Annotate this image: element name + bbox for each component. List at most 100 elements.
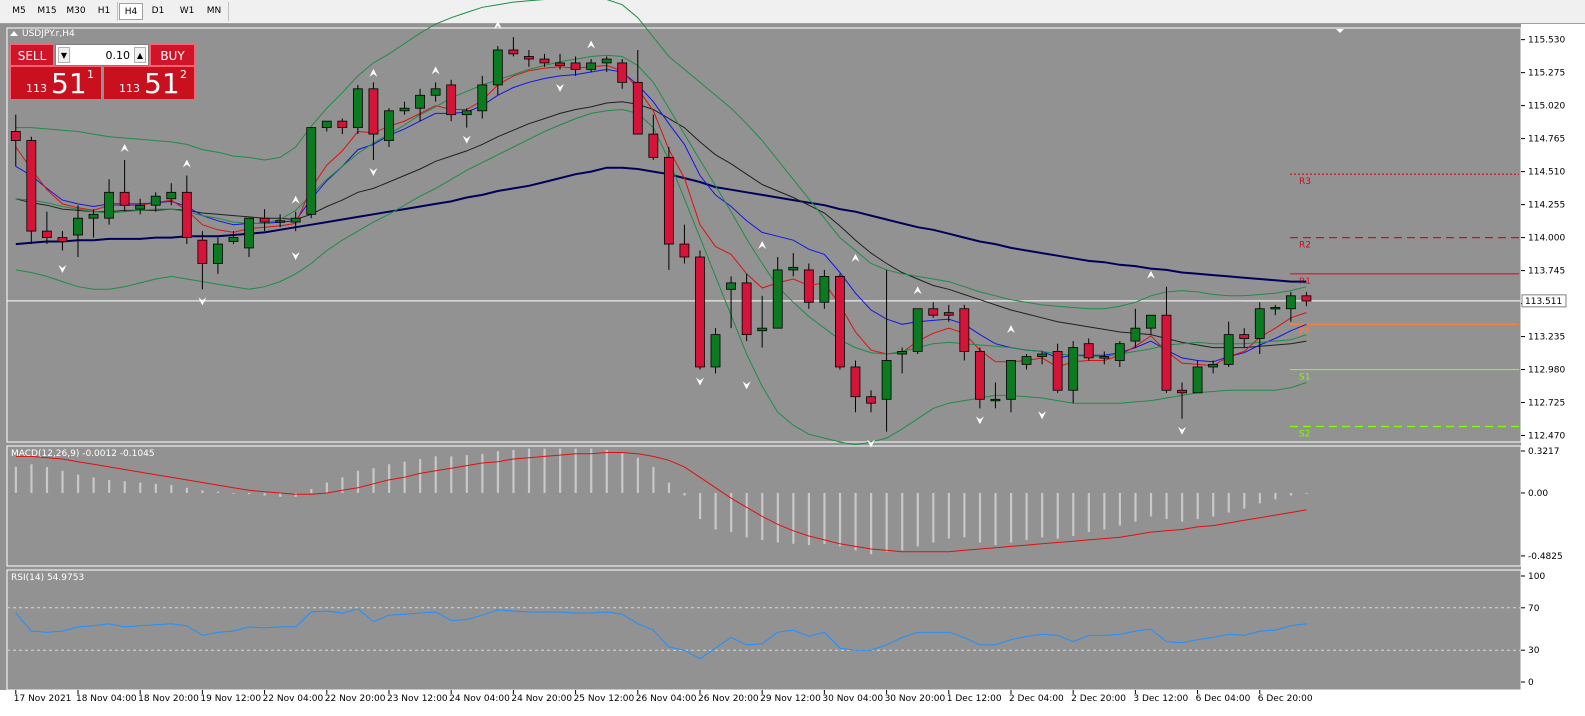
macd-axis-tick-label: 0.3217 bbox=[1528, 447, 1560, 457]
bearish-candle bbox=[555, 62, 565, 66]
price-axis-tick-label: 114.000 bbox=[1528, 234, 1565, 244]
bullish-candle bbox=[1021, 356, 1032, 365]
fractal-down-arrow-icon bbox=[462, 135, 471, 144]
time-axis-tick-label: 30 Nov 04:00 bbox=[822, 694, 883, 704]
macd-histogram-bar bbox=[807, 492, 811, 546]
time-axis-tick-label: 2 Dec 04:00 bbox=[1009, 694, 1064, 704]
pivot-level-r3-label: R3 bbox=[1299, 177, 1311, 187]
price-axis-tick-label: 113.745 bbox=[1528, 267, 1565, 277]
buy-quote-fraction: 2 bbox=[180, 68, 187, 81]
timeframe-button-d1[interactable]: D1 bbox=[151, 6, 165, 16]
macd-histogram-bar bbox=[185, 487, 189, 493]
timeframe-button-m15[interactable]: M15 bbox=[37, 6, 57, 16]
bullish-candle bbox=[492, 49, 503, 86]
fractal-down-arrow-icon bbox=[556, 83, 565, 92]
timeframe-button-h4[interactable]: H4 bbox=[119, 3, 143, 20]
fractal-down-arrow-icon bbox=[369, 167, 378, 176]
macd-axis-tick-label: -0.4825 bbox=[1528, 552, 1563, 562]
bullish-candle bbox=[1254, 308, 1265, 339]
bullish-candle bbox=[399, 107, 410, 112]
macd-histogram-bar bbox=[139, 482, 142, 493]
price-axis-tick-label: 114.510 bbox=[1528, 168, 1565, 178]
macd-histogram-bar bbox=[963, 492, 966, 538]
macd-histogram-bar bbox=[1025, 492, 1028, 540]
macd-histogram-bar bbox=[1243, 492, 1246, 509]
fractal-down-arrow-icon bbox=[742, 381, 751, 390]
macd-histogram-bar bbox=[154, 483, 157, 493]
macd-histogram-bar bbox=[481, 453, 484, 493]
macd-histogram-bar bbox=[263, 492, 266, 496]
buy-quote[interactable]: 113 51 2 bbox=[103, 66, 195, 100]
time-axis-tick-label: 24 Nov 04:00 bbox=[449, 694, 510, 704]
bullish-candle bbox=[1037, 353, 1047, 358]
timeframe-button-w1[interactable]: W1 bbox=[179, 6, 195, 16]
macd-histogram-bar bbox=[901, 492, 904, 551]
symbol-title: USDJPY.r,H4 bbox=[22, 29, 75, 39]
macd-histogram-bar bbox=[1149, 492, 1153, 517]
macd-histogram-bar bbox=[248, 492, 251, 495]
macd-histogram-bar bbox=[574, 448, 577, 493]
macd-histogram-bar bbox=[123, 481, 126, 493]
bearish-candle bbox=[803, 269, 814, 303]
price-axis-tick-label: 113.235 bbox=[1528, 333, 1565, 343]
fractal-down-arrow-icon bbox=[1178, 426, 1187, 435]
time-axis-tick-label: 17 Nov 2021 bbox=[14, 694, 72, 704]
timeframe-button-m5[interactable]: M5 bbox=[12, 6, 26, 16]
price-axis-tick-label: 115.020 bbox=[1528, 102, 1565, 112]
lot-increase-button[interactable]: ▲ bbox=[134, 47, 146, 63]
bullish-candle bbox=[788, 266, 799, 271]
sell-button[interactable]: SELL bbox=[10, 44, 54, 66]
macd-histogram-bar bbox=[1087, 492, 1090, 533]
macd-histogram-bar bbox=[108, 479, 111, 493]
time-axis-tick-label: 18 Nov 20:00 bbox=[138, 694, 199, 704]
macd-histogram-bar bbox=[1196, 492, 1199, 520]
bullish-candle bbox=[477, 84, 488, 112]
macd-histogram-bar bbox=[1274, 492, 1277, 500]
bullish-candle bbox=[1223, 334, 1234, 365]
macd-histogram-bar bbox=[698, 492, 702, 520]
time-axis-tick-label: 22 Nov 20:00 bbox=[325, 694, 386, 704]
macd-histogram-bar bbox=[621, 452, 624, 493]
macd-axis-tick-label: 0.00 bbox=[1528, 489, 1548, 499]
macd-histogram-bar bbox=[30, 464, 33, 493]
macd-histogram-bar bbox=[1072, 492, 1075, 536]
bullish-candle bbox=[586, 62, 597, 70]
macd-histogram-bar bbox=[216, 491, 220, 493]
price-axis-tick-label: 112.725 bbox=[1528, 399, 1565, 409]
bearish-candle bbox=[570, 62, 581, 70]
time-axis-tick-label: 25 Nov 12:00 bbox=[574, 694, 635, 704]
bearish-candle bbox=[539, 58, 550, 64]
macd-histogram-bar bbox=[92, 477, 95, 493]
pivot-level-pp-label: PP bbox=[1299, 327, 1310, 337]
bullish-candle bbox=[88, 213, 99, 219]
price-axis-tick-label: 114.765 bbox=[1528, 135, 1565, 145]
macd-title: MACD(12,26,9) -0.0012 -0.1045 bbox=[11, 449, 155, 459]
bullish-candle bbox=[990, 398, 1001, 402]
sell-quote[interactable]: 113 51 1 bbox=[10, 66, 102, 100]
macd-histogram-bar bbox=[1227, 492, 1230, 513]
macd-histogram-bar bbox=[434, 456, 437, 493]
buy-button[interactable]: BUY bbox=[150, 44, 195, 66]
bullish-candle bbox=[912, 308, 923, 352]
lot-size-input[interactable] bbox=[74, 47, 130, 63]
rsi-line bbox=[15, 608, 1307, 660]
timeframe-button-m30[interactable]: M30 bbox=[66, 6, 86, 16]
bearish-candle bbox=[617, 62, 628, 83]
macd-histogram-bar bbox=[61, 470, 64, 493]
macd-histogram-bar bbox=[450, 456, 453, 493]
timeframe-button-mn[interactable]: MN bbox=[206, 6, 222, 16]
macd-histogram-bar bbox=[667, 482, 671, 493]
macd-histogram-bar bbox=[527, 448, 531, 493]
macd-histogram-bar bbox=[1009, 492, 1013, 543]
macd-histogram-bar bbox=[745, 492, 748, 538]
sell-quote-big-figure: 113 bbox=[26, 82, 47, 95]
bearish-candle bbox=[632, 81, 643, 135]
lot-decrease-button[interactable]: ▼ bbox=[58, 47, 70, 63]
fractal-up-arrow-icon bbox=[120, 143, 129, 152]
macd-histogram-bar bbox=[1134, 492, 1137, 522]
macd-histogram-bar bbox=[590, 448, 593, 493]
bullish-candle bbox=[73, 217, 83, 236]
timeframe-button-h1[interactable]: H1 bbox=[97, 6, 111, 16]
fractal-up-arrow-icon bbox=[493, 21, 502, 30]
